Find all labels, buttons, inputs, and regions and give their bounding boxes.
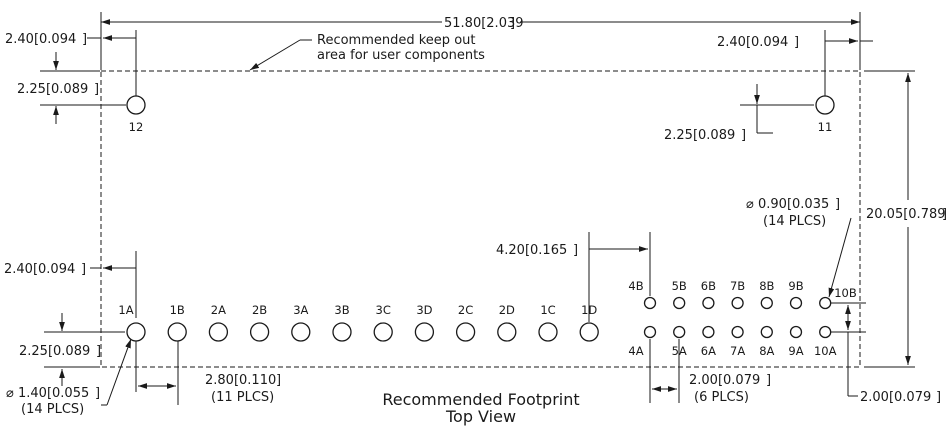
small-hole-dia-dim: 0.90[0.035 — [758, 197, 829, 212]
pin-7b — [731, 296, 744, 310]
pin-row-offset-y-dim: 2.25[0.089 — [19, 344, 90, 359]
pin-label: 8B — [759, 279, 774, 293]
small-pitch-count: (6 PLCS) — [694, 390, 749, 405]
pin-3c — [373, 322, 393, 342]
mounting-hole-11 — [815, 95, 835, 115]
pin-label: 1D — [581, 303, 597, 317]
pin-4a — [643, 325, 657, 339]
pin-group: 1A 1B 2A 2B 3A 3B 3C 3D 2C 2D 1C 1D 4B 5B 6B 7B 8B 9B 10B 4… — [118, 279, 856, 358]
pin-2a — [208, 322, 229, 342]
large-hole-dia-dim: 1.40[0.055 — [18, 386, 89, 401]
pin-label: 2A — [211, 303, 226, 317]
pin-label: 10B — [834, 286, 857, 300]
small-pitch-dim: 2.00[0.079 — [689, 373, 760, 388]
pin-4b — [643, 296, 657, 310]
mounting-hole-label: 12 — [129, 120, 144, 134]
pin-10b — [819, 296, 832, 310]
pin-label: 1B — [170, 303, 185, 317]
pin-1c — [538, 322, 558, 342]
pin-2c — [455, 322, 476, 342]
pin-1b — [167, 322, 187, 342]
svg-text:]: ] — [766, 373, 771, 388]
svg-text:]: ] — [96, 344, 101, 359]
svg-text:]: ] — [95, 386, 100, 401]
pin-5b — [673, 296, 686, 310]
pin-label: 8A — [759, 344, 774, 358]
large-hole-count: (14 PLCS) — [21, 402, 84, 417]
svg-text:]: ] — [510, 16, 515, 31]
pin-3b — [332, 322, 352, 342]
svg-text:⌀: ⌀ — [6, 386, 14, 401]
keep-out-note-line1: Recommended keep out — [317, 33, 475, 48]
mounting-hole-12 — [126, 95, 146, 115]
top-offset-right-dim: 2.25[0.089 — [664, 128, 735, 143]
pin-label: 2D — [499, 303, 515, 317]
svg-text:]: ] — [81, 262, 86, 277]
top-offset-left-dim: 2.25[0.089 — [17, 82, 88, 97]
pitch-count: (11 PLCS) — [211, 390, 274, 405]
svg-text:]: ] — [276, 373, 281, 388]
pin-label: 1C — [540, 303, 555, 317]
pin-9b — [789, 296, 803, 310]
caption-title: Recommended Footprint — [382, 390, 579, 409]
pin-row-offset-x-dim: 2.40[0.094 — [4, 262, 75, 277]
svg-text:]: ] — [741, 128, 746, 143]
pin-label: 2C — [458, 303, 473, 317]
caption-subtitle: Top View — [445, 407, 516, 426]
overall-height-dim: 20.05[0.789 — [866, 207, 946, 222]
pin-5a — [673, 325, 686, 339]
pin-label: 4B — [628, 279, 643, 293]
svg-text:]: ] — [82, 32, 87, 47]
pin-3d — [414, 322, 435, 342]
right-offset-dim: 2.40[0.094 — [717, 35, 788, 50]
pin-label: 3D — [416, 303, 432, 317]
pin-9a — [789, 325, 803, 339]
keep-out-outline — [100, 70, 861, 368]
svg-text:]: ] — [942, 207, 947, 222]
svg-text:]: ] — [835, 197, 840, 212]
pin-6b — [702, 296, 715, 310]
pin-8b — [760, 296, 773, 310]
pin-label: 6B — [701, 279, 716, 293]
pin-label: 4A — [628, 344, 643, 358]
svg-text:]: ] — [936, 390, 941, 405]
pin-label: 5A — [672, 344, 687, 358]
pin-2d — [497, 322, 517, 342]
pin-2b — [249, 322, 270, 342]
svg-text:]: ] — [94, 82, 99, 97]
pin-label: 9B — [788, 279, 803, 293]
overall-width-dim: 51.80[2.039 — [444, 16, 524, 31]
row-spacing-dim: 2.00[0.079 — [860, 390, 931, 405]
pin-1a — [126, 322, 146, 342]
keep-out-note-line2: area for user components — [317, 48, 485, 63]
svg-text:]: ] — [573, 243, 578, 258]
pin-10a — [819, 325, 832, 339]
pin-7a — [731, 325, 744, 339]
pin-8a — [760, 325, 773, 339]
pin-label: 6A — [701, 344, 716, 358]
pin-label: 2B — [252, 303, 267, 317]
pin-3a — [291, 322, 311, 342]
small-hole-count: (14 PLCS) — [763, 214, 826, 229]
pin-label: 1A — [118, 303, 133, 317]
svg-text:]: ] — [794, 35, 799, 50]
pin-label: 7B — [730, 279, 745, 293]
pin-label: 10A — [814, 344, 837, 358]
pin-label: 3B — [334, 303, 349, 317]
pitch-dim: 2.80[0.110 — [205, 373, 276, 388]
pin-label: 3A — [293, 303, 308, 317]
pin-label: 9A — [788, 344, 803, 358]
pin-1d — [579, 322, 599, 342]
pin-label: 5B — [672, 279, 687, 293]
mounting-hole-label: 11 — [818, 120, 833, 134]
gap-1d-4b-dim: 4.20[0.165 — [496, 243, 567, 258]
left-offset-dim: 2.40[0.094 — [5, 32, 76, 47]
pin-label: 7A — [730, 344, 745, 358]
pin-label: 3C — [376, 303, 391, 317]
pin-6a — [702, 325, 715, 339]
svg-text:⌀: ⌀ — [746, 197, 754, 212]
